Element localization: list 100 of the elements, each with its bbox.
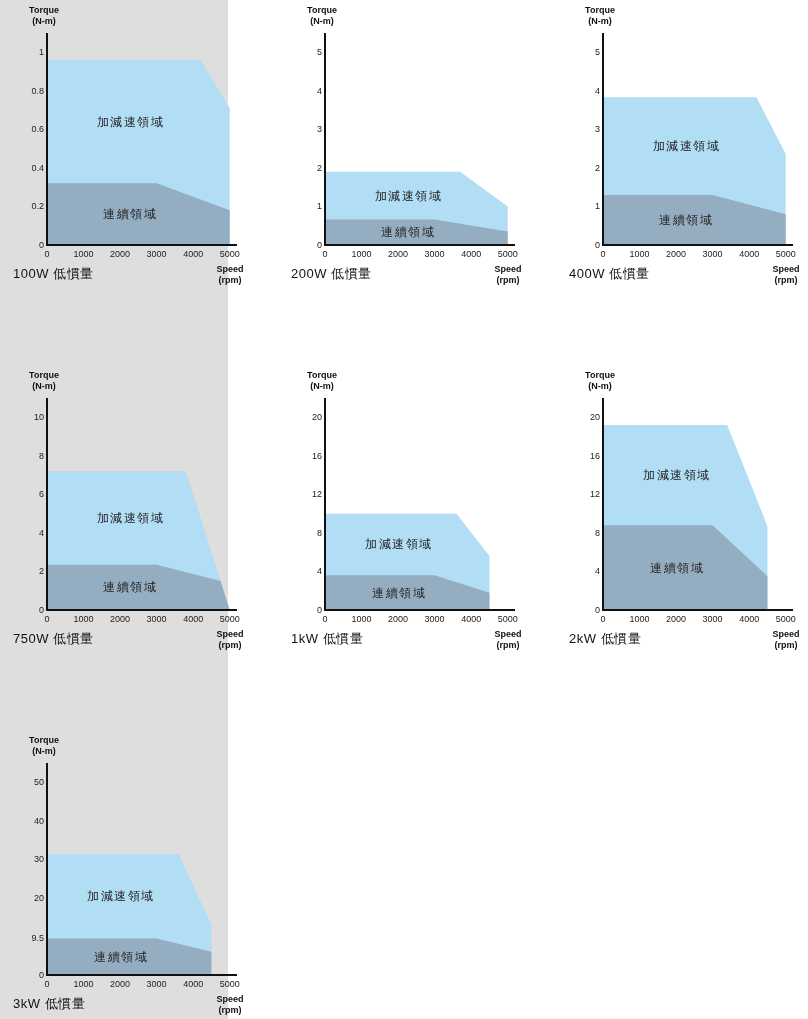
x-tick-label: 4000 [183, 249, 204, 259]
text: 100W 低慣量 [13, 266, 94, 281]
text: 200W 低慣量 [291, 266, 372, 281]
text: 3kW 低慣量 [13, 996, 86, 1011]
x-tick-label: 2000 [110, 979, 131, 989]
x-tick-label: 3000 [702, 249, 723, 259]
x-axis-title: Speed (rpm) [494, 629, 522, 650]
y-tick-label: 2 [38, 566, 44, 577]
x-tick-label: 2000 [388, 249, 409, 259]
x-axis-title: Speed (rpm) [216, 629, 244, 650]
y-tick-label: 0 [38, 970, 44, 980]
x-tick-label: 5000 [219, 249, 240, 259]
series-label: 連續領域 [103, 580, 158, 595]
y-tick-label: 8 [38, 450, 44, 461]
y-tick-label: 0.2 [31, 201, 44, 212]
y-axis-title: Torque (N-m) [585, 5, 615, 26]
x-tick-label: 2000 [110, 249, 131, 259]
series-label: 連續領域 [381, 225, 436, 240]
x-tick-label: 4000 [739, 249, 760, 259]
y-axis-title: Torque (N-m) [29, 735, 59, 756]
y-tick-label: 0.8 [31, 85, 44, 96]
y-tick-label: 8 [594, 527, 600, 538]
y-tick-label: 12 [311, 489, 322, 500]
x-tick-label: 5000 [219, 614, 240, 624]
y-axis-title: Torque (N-m) [585, 370, 615, 391]
y-tick-label: 4 [594, 85, 600, 96]
series-label: 連續領域 [103, 207, 158, 222]
y-axis-title: Torque (N-m) [307, 5, 337, 26]
y-tick-label: 3 [316, 124, 322, 135]
x-tick-label: 2000 [666, 249, 687, 259]
x-tick-label: 3000 [702, 614, 723, 624]
y-tick-label: 4 [316, 566, 322, 577]
y-tick-label: 2 [594, 162, 600, 173]
y-tick-label: 0 [38, 240, 44, 250]
x-tick-label: 1000 [73, 614, 94, 624]
y-tick-label: 16 [589, 450, 600, 461]
y-tick-label: 4 [594, 566, 600, 577]
x-tick-label: 3000 [146, 249, 167, 259]
y-tick-label: 0 [594, 240, 600, 250]
y-tick-label: 1 [38, 47, 44, 58]
y-tick-label: 0 [316, 605, 322, 615]
text: 1kW 低慣量 [291, 631, 364, 646]
x-axis-title: Speed (rpm) [772, 264, 800, 285]
y-tick-label: 8 [316, 527, 322, 538]
series-label: 加減速領域 [96, 114, 165, 129]
y-tick-label: 0.6 [31, 124, 44, 135]
y-tick-label: 5 [594, 47, 600, 58]
x-tick-label: 5000 [497, 249, 518, 259]
x-tick-label: 2000 [666, 614, 687, 624]
x-tick-label: 3000 [424, 249, 445, 259]
x-tick-label: 4000 [183, 979, 204, 989]
x-tick-label: 4000 [183, 614, 204, 624]
series-label: 加減速領域 [652, 139, 721, 154]
series-label: 連續領域 [372, 585, 427, 600]
series-label: 連續領域 [659, 212, 714, 227]
y-tick-label: 20 [33, 892, 44, 903]
y-tick-label: 1 [594, 201, 600, 212]
y-tick-label: 1 [316, 201, 322, 212]
x-tick-label: 4000 [461, 614, 482, 624]
x-tick-label: 5000 [497, 614, 518, 624]
x-tick-label: 4000 [461, 249, 482, 259]
x-tick-label: 5000 [219, 979, 240, 989]
y-tick-label: 0 [38, 605, 44, 615]
x-tick-label: 3000 [146, 979, 167, 989]
y-tick-label: 30 [33, 854, 44, 865]
text: 400W 低慣量 [569, 266, 650, 281]
text: 2kW 低慣量 [569, 631, 642, 646]
x-tick-label: 5000 [775, 614, 796, 624]
series-label: 加減速領域 [87, 889, 155, 904]
y-tick-label: 0 [316, 240, 322, 250]
y-axis-title: Torque (N-m) [307, 370, 337, 391]
y-tick-label: 16 [311, 450, 322, 461]
y-tick-label: 20 [589, 412, 600, 423]
x-tick-label: 2000 [388, 614, 409, 624]
y-tick-label: 0.4 [31, 162, 44, 173]
text: 750W 低慣量 [13, 631, 94, 646]
x-tick-label: 5000 [775, 249, 796, 259]
y-tick-label: 6 [38, 489, 44, 500]
series-label: 加減速領域 [643, 468, 711, 483]
y-tick-label: 10 [33, 412, 44, 423]
y-tick-label: 9.5 [31, 933, 44, 944]
y-tick-label: 4 [316, 85, 322, 96]
x-tick-label: 3000 [424, 614, 445, 624]
x-tick-label: 1000 [351, 614, 372, 624]
y-tick-label: 0 [594, 605, 600, 615]
x-axis-title: Speed (rpm) [216, 994, 244, 1015]
series-label: 連續領域 [94, 949, 149, 964]
y-tick-label: 12 [589, 489, 600, 500]
x-tick-label: 1000 [629, 249, 650, 259]
x-axis-title: Speed (rpm) [216, 264, 244, 285]
y-tick-label: 50 [33, 777, 44, 788]
y-axis-title: Torque (N-m) [29, 5, 59, 26]
y-tick-label: 40 [33, 815, 44, 826]
y-tick-label: 2 [316, 162, 322, 173]
series-label: 連續領域 [650, 560, 705, 575]
y-tick-label: 5 [316, 47, 322, 58]
series-label: 加減速領域 [374, 188, 443, 203]
series-label: 加減速領域 [365, 537, 433, 552]
x-tick-label: 1000 [629, 614, 650, 624]
x-tick-label: 2000 [110, 614, 131, 624]
